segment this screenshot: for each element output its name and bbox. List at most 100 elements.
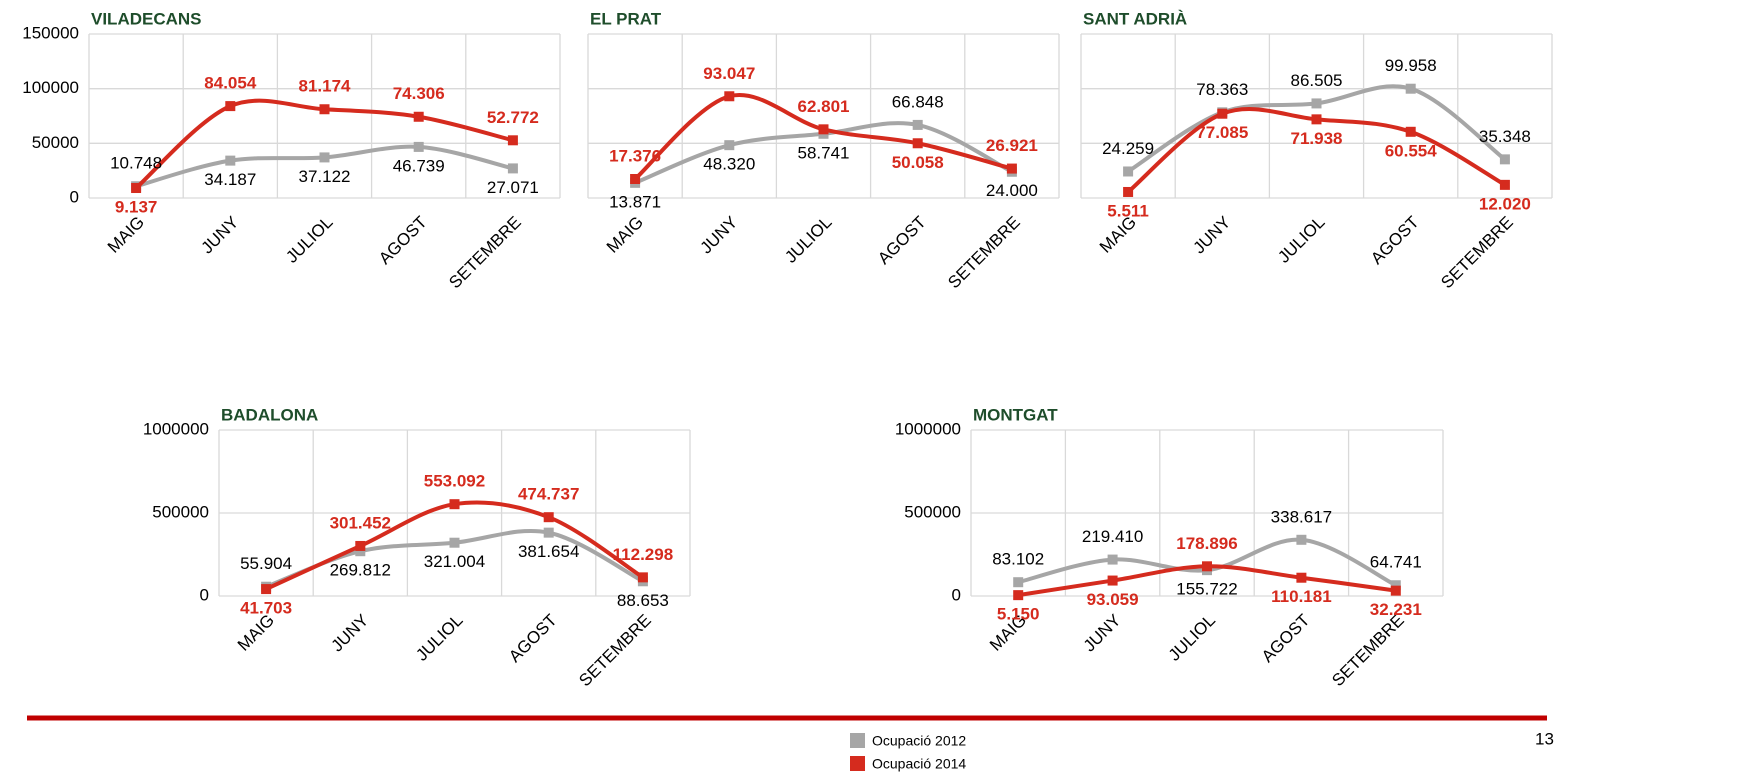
y-tick-label: 50000	[32, 133, 79, 152]
data-label: 219.410	[1082, 527, 1143, 546]
x-tick-label: JUNY	[1080, 611, 1125, 656]
data-label: 48.320	[703, 155, 755, 174]
legend-swatch	[850, 756, 865, 771]
data-label: 112.298	[613, 545, 674, 564]
point	[1499, 154, 1510, 165]
data-label: 35.348	[1479, 127, 1531, 146]
x-tick-label: JUNY	[327, 611, 372, 656]
x-tick-label: SETEMBRE	[1437, 213, 1517, 293]
data-label: 321.004	[424, 552, 485, 571]
x-tick-label: JUNY	[1189, 213, 1234, 258]
point	[449, 499, 460, 510]
point	[1013, 577, 1024, 588]
data-label: 12.020	[1479, 194, 1531, 213]
data-label: 37.122	[299, 167, 351, 186]
y-tick-label: 1000000	[143, 419, 209, 438]
point	[1499, 179, 1510, 190]
data-label: 81.174	[299, 77, 352, 96]
data-label: 83.102	[992, 550, 1044, 569]
x-tick-label: AGOST	[874, 213, 930, 269]
data-label: 71.938	[1291, 129, 1343, 148]
data-label: 13.871	[609, 192, 661, 211]
point	[449, 537, 460, 548]
x-tick-label: JULIOL	[781, 213, 835, 267]
point	[724, 91, 735, 102]
data-label: 5.150	[997, 605, 1040, 624]
point	[1123, 166, 1134, 177]
data-label: 55.904	[240, 554, 292, 573]
y-tick-label: 500000	[904, 502, 961, 521]
x-tick-label: JULIOL	[1274, 213, 1328, 267]
point	[413, 141, 424, 152]
point	[912, 138, 923, 149]
x-tick-label: MAIG	[104, 213, 148, 257]
point	[1405, 126, 1416, 137]
point	[1123, 186, 1134, 197]
data-label: 32.231	[1370, 600, 1422, 619]
data-label: 5.511	[1107, 201, 1149, 220]
data-label: 99.958	[1385, 56, 1437, 75]
point	[131, 183, 142, 194]
x-tick-label: AGOST	[375, 213, 431, 269]
data-label: 88.653	[617, 591, 669, 610]
point	[319, 104, 330, 115]
data-label: 381.654	[518, 542, 579, 561]
chart-title: MONTGAT	[973, 405, 1058, 424]
y-tick-label: 1000000	[895, 419, 961, 438]
point	[818, 124, 829, 135]
x-tick-label: JULIOL	[1165, 611, 1219, 665]
data-label: 24.259	[1102, 139, 1154, 158]
data-label: 24.000	[986, 181, 1038, 200]
chart-title: SANT ADRIÀ	[1083, 9, 1187, 28]
point	[1405, 83, 1416, 94]
point	[1202, 561, 1212, 572]
data-label: 269.812	[330, 561, 391, 580]
data-label: 9.137	[115, 197, 158, 216]
point	[225, 155, 236, 166]
point	[1311, 114, 1322, 125]
point	[543, 527, 554, 538]
data-label: 60.554	[1385, 141, 1438, 160]
data-label: 84.054	[204, 74, 257, 93]
data-label: 155.722	[1176, 580, 1237, 599]
point	[1217, 108, 1228, 119]
x-tick-label: MAIG	[603, 213, 647, 257]
data-label: 17.376	[609, 146, 661, 165]
point	[507, 135, 518, 146]
point	[1390, 585, 1401, 596]
point	[261, 584, 272, 595]
data-label: 77.085	[1196, 123, 1248, 142]
x-tick-label: JUNY	[197, 213, 242, 258]
point	[355, 540, 366, 551]
data-label: 553.092	[424, 472, 485, 491]
point	[637, 572, 648, 583]
legend-swatch	[850, 733, 865, 748]
point	[630, 174, 641, 185]
y-tick-label: 500000	[152, 502, 209, 521]
chart-title: BADALONA	[221, 405, 318, 424]
point	[1390, 580, 1401, 591]
legend-label: Ocupació 2012	[872, 733, 966, 749]
point	[413, 111, 424, 122]
point	[1006, 163, 1017, 174]
data-label: 50.058	[892, 153, 944, 172]
data-label: 66.848	[892, 92, 944, 111]
page-number: 13	[1535, 729, 1554, 748]
x-tick-label: AGOST	[1258, 611, 1314, 667]
data-label: 86.505	[1291, 71, 1343, 90]
y-tick-label: 100000	[22, 78, 79, 97]
y-tick-label: 150000	[22, 23, 79, 42]
point	[912, 119, 923, 130]
y-tick-label: 0	[952, 585, 961, 604]
point	[1013, 590, 1024, 601]
y-tick-label: 0	[70, 187, 79, 206]
x-tick-label: AGOST	[505, 611, 561, 667]
chart-title: EL PRAT	[590, 9, 662, 28]
data-label: 10.748	[110, 154, 162, 173]
point	[1107, 575, 1118, 586]
point	[507, 163, 518, 174]
data-label: 474.737	[518, 485, 579, 504]
x-tick-label: AGOST	[1367, 213, 1423, 269]
point	[319, 152, 330, 163]
